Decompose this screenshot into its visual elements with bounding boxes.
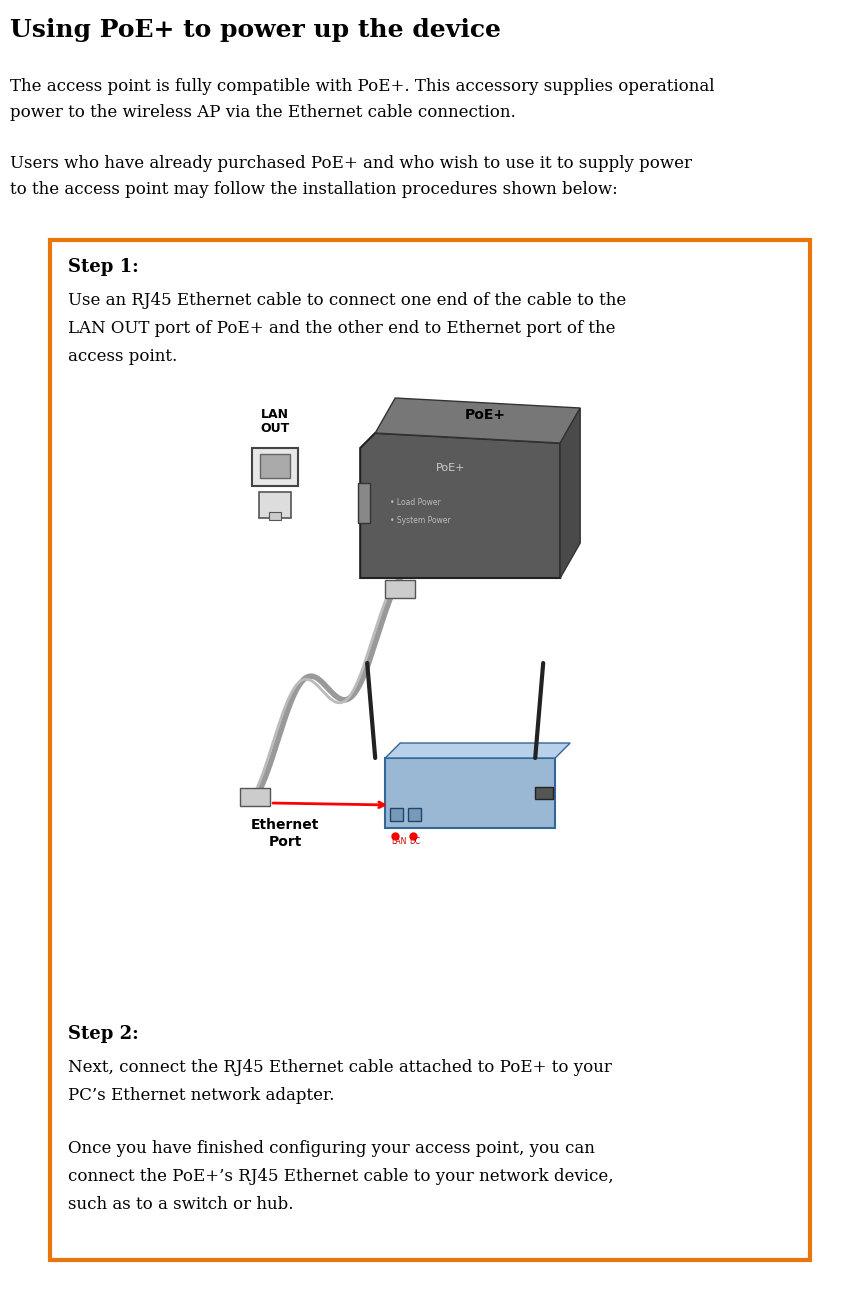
Text: access point.: access point. — [68, 348, 177, 365]
Text: LAN: LAN — [391, 837, 406, 846]
Text: LAN
OUT: LAN OUT — [260, 408, 290, 435]
Text: Step 1:: Step 1: — [68, 258, 139, 276]
Bar — [536, 787, 553, 800]
Bar — [50, 240, 810, 1260]
Text: Once you have finished configuring your access point, you can: Once you have finished configuring your … — [68, 1140, 595, 1157]
Polygon shape — [360, 434, 560, 578]
Bar — [385, 758, 556, 828]
Text: PC’s Ethernet network adapter.: PC’s Ethernet network adapter. — [68, 1086, 334, 1105]
Text: Users who have already purchased PoE+ and who wish to use it to supply power: Users who have already purchased PoE+ an… — [10, 154, 692, 173]
Text: • System Power: • System Power — [391, 517, 451, 524]
Bar — [391, 807, 404, 822]
Polygon shape — [560, 408, 580, 578]
Bar — [269, 511, 281, 520]
Text: power to the wireless AP via the Ethernet cable connection.: power to the wireless AP via the Etherne… — [10, 104, 516, 121]
Text: • Load Power: • Load Power — [391, 498, 441, 508]
Text: PoE+: PoE+ — [464, 408, 506, 422]
Text: DC: DC — [409, 837, 420, 846]
Bar — [408, 807, 421, 822]
Text: LAN OUT port of PoE+ and the other end to Ethernet port of the: LAN OUT port of PoE+ and the other end t… — [68, 321, 615, 337]
Bar — [240, 788, 270, 806]
Polygon shape — [375, 398, 580, 443]
Bar — [260, 454, 290, 478]
Text: Using PoE+ to power up the device: Using PoE+ to power up the device — [10, 18, 501, 42]
Text: The access point is fully compatible with PoE+. This accessory supplies operatio: The access point is fully compatible wit… — [10, 78, 714, 95]
Bar — [253, 448, 299, 485]
Bar — [260, 492, 291, 518]
Text: to the access point may follow the installation procedures shown below:: to the access point may follow the insta… — [10, 180, 618, 199]
Text: PoE+: PoE+ — [436, 463, 465, 472]
Text: Ethernet
Port: Ethernet Port — [251, 818, 319, 849]
Text: such as to a switch or hub.: such as to a switch or hub. — [68, 1195, 293, 1214]
Polygon shape — [385, 742, 570, 758]
Bar — [358, 483, 370, 523]
Text: Step 2:: Step 2: — [68, 1025, 139, 1044]
Text: connect the PoE+’s RJ45 Ethernet cable to your network device,: connect the PoE+’s RJ45 Ethernet cable t… — [68, 1168, 614, 1185]
Bar — [385, 580, 415, 598]
Text: Next, connect the RJ45 Ethernet cable attached to PoE+ to your: Next, connect the RJ45 Ethernet cable at… — [68, 1059, 612, 1076]
Text: Use an RJ45 Ethernet cable to connect one end of the cable to the: Use an RJ45 Ethernet cable to connect on… — [68, 292, 626, 309]
